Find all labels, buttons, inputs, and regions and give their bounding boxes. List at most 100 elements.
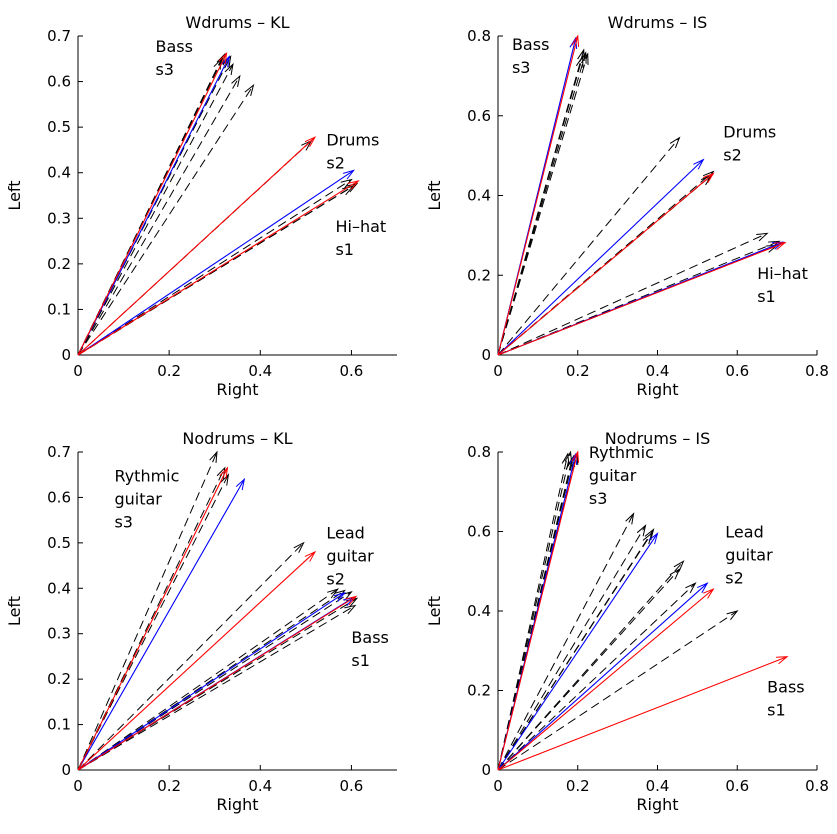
chart-panel-2: Wdrums – IS 0 0.2 0.4 0.6 0.8 0 0.2 0.4 0.6 0.8 Rig… [425, 13, 829, 399]
vector-shaft [77, 58, 222, 356]
source-label-line: s1 [767, 700, 786, 719]
vector-shaft [497, 533, 652, 771]
source-label-line: s1 [335, 240, 354, 259]
vector-head [774, 241, 787, 250]
source-label-line: Lead [326, 523, 364, 542]
vector-arrow-black [497, 232, 769, 356]
x-tick-label: 0.6 [339, 362, 363, 380]
x-tick-label: 0 [73, 362, 83, 380]
vector-head [693, 158, 705, 170]
vector-arrow-black [77, 185, 355, 356]
vector-shaft [497, 610, 738, 771]
vector-shaft [497, 137, 680, 356]
vector-shaft [497, 568, 680, 771]
vector-head [344, 604, 357, 615]
vector-arrow-red [77, 136, 317, 356]
vector-arrow-red [497, 450, 580, 771]
vector-head [569, 36, 578, 49]
vector-arrow-red [77, 466, 229, 771]
vector-arrow-red [77, 595, 358, 771]
source-label-line: Hi–hat [757, 264, 808, 283]
chart-panel-3: Nodrums – KL 0 0.2 0.4 0.6 0 0.1 0.2 0.3 0.4 0.5 0.… [5, 429, 397, 814]
vector-shaft [497, 173, 714, 356]
vector-arrow-blue [497, 582, 709, 771]
source-label-line: Drums [723, 123, 776, 142]
vector-arrow-black [77, 473, 230, 771]
vector-arrow-black [497, 512, 635, 771]
y-tick-label: 0 [481, 346, 491, 364]
vector-shaft [77, 84, 254, 356]
y-tick-label: 0 [481, 761, 491, 779]
x-tick-label: 0.2 [566, 777, 590, 795]
x-tick-label: 0.6 [725, 777, 749, 795]
y-tick-label: 0.1 [47, 300, 71, 318]
source-label: Bass s1 [351, 628, 388, 670]
chart-title: Wdrums – KL [185, 13, 289, 32]
source-label-line: s3 [512, 58, 531, 77]
vector-head [333, 591, 346, 602]
source-label: Bass s3 [155, 37, 192, 79]
vector-arrow-black [497, 52, 589, 356]
vector-shaft [497, 582, 696, 771]
x-tick-label: 0.6 [725, 362, 749, 380]
x-tick-label: 0 [73, 777, 83, 795]
x-tick-label: 0.8 [805, 777, 829, 795]
vector-head [571, 450, 580, 464]
vector-shaft [77, 591, 352, 771]
x-tick-label: 0.2 [566, 362, 590, 380]
source-label-line: guitar [114, 490, 162, 509]
vector-shaft [497, 451, 572, 771]
vector-shaft [77, 588, 339, 771]
vector-head [209, 450, 218, 463]
source-label: Drums s2 [326, 130, 379, 172]
vector-shaft [497, 582, 708, 771]
vector-shaft [497, 56, 584, 356]
source-label-line: Bass [767, 677, 804, 696]
vector-shaft [77, 542, 304, 771]
y-tick-label: 0.7 [47, 27, 71, 45]
vector-head [702, 588, 715, 599]
vector-arrow-black [77, 178, 353, 356]
vector-head [669, 568, 681, 580]
source-label-line: s2 [326, 569, 345, 588]
y-axis-label: Left [5, 180, 24, 210]
vector-shaft [497, 232, 768, 356]
vector-head [673, 560, 685, 572]
vector-arrow-blue [77, 591, 346, 771]
y-tick-label: 0.2 [47, 255, 71, 273]
y-axis-label: Left [425, 596, 444, 626]
source-label-line: s2 [326, 153, 345, 172]
source-label-line: s3 [155, 60, 174, 79]
vector-shaft [77, 451, 218, 771]
vector-head [231, 74, 241, 87]
vector-head [685, 582, 697, 594]
vector-head [293, 541, 305, 553]
vector-arrow-black [77, 62, 234, 356]
source-label-line: s1 [351, 651, 370, 670]
vector-shaft [77, 185, 354, 356]
vector-arrow-black [497, 55, 584, 356]
vector-head [702, 172, 715, 184]
x-tick-label: 0.4 [646, 362, 670, 380]
vector-arrow-blue [497, 158, 705, 356]
y-tick-label: 0.4 [467, 602, 491, 620]
source-label-line: guitar [589, 466, 637, 485]
vector-arrow-red [497, 588, 715, 771]
vector-shaft [497, 588, 714, 771]
y-tick-label: 0.7 [47, 443, 71, 461]
vector-shaft [497, 453, 569, 771]
x-tick-label: 0.4 [248, 362, 272, 380]
chart-title: Nodrums – KL [182, 429, 292, 448]
vector-arrow-black [77, 541, 305, 771]
vector-shaft [497, 159, 704, 356]
source-label-line: Bass [351, 628, 388, 647]
vector-shaft [497, 35, 579, 356]
vector-arrow-black [77, 588, 340, 771]
source-label-line: s2 [725, 568, 744, 587]
vector-shaft [77, 53, 228, 356]
y-tick-label: 0.5 [47, 118, 71, 136]
y-tick-label: 0.2 [467, 682, 491, 700]
vector-arrow-black [497, 136, 681, 356]
vector-arrow-black [497, 568, 681, 771]
